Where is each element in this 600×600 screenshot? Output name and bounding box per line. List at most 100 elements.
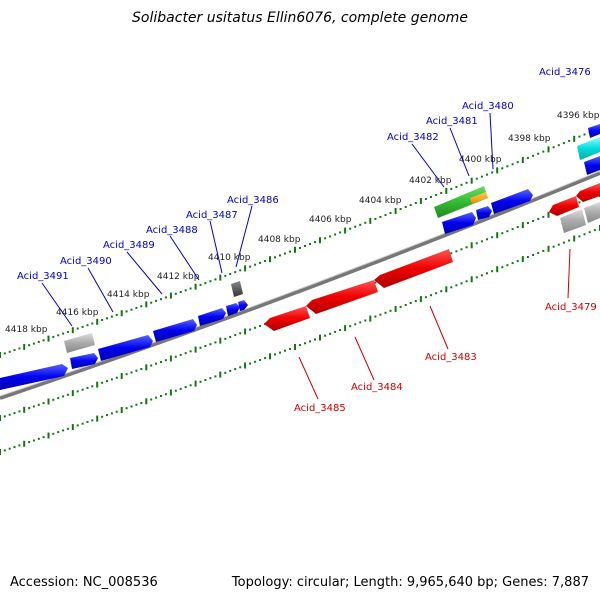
gene-acid-3479b[interactable] <box>576 183 600 202</box>
scale-dot <box>284 349 286 352</box>
scale-dot <box>374 281 377 284</box>
label-acid-3485[interactable]: Acid_3485 <box>294 403 346 414</box>
scale-dot <box>199 283 202 286</box>
leader-acid-3489 <box>126 251 163 295</box>
scale-dot <box>110 378 113 381</box>
label-acid-3486[interactable]: Acid_3486 <box>227 195 279 206</box>
scale-dot <box>409 302 412 304</box>
gene-pseudo-3479b[interactable] <box>584 202 600 223</box>
scale-dot <box>475 177 478 180</box>
scale-dot <box>57 334 60 337</box>
scale-major-tick <box>96 318 99 325</box>
scale-dot <box>8 413 11 416</box>
scale-dot <box>409 204 412 206</box>
scale-dot <box>229 369 232 372</box>
gene-acid-3481[interactable] <box>476 206 492 220</box>
scale-dot <box>399 208 402 210</box>
scale-dot <box>150 364 153 367</box>
tick-label-4404: 4404 kbp <box>359 196 402 206</box>
label-acid-3484[interactable]: Acid_3484 <box>351 382 403 393</box>
gene-acid-3490[interactable] <box>70 353 98 369</box>
gene-acid-3476-top[interactable] <box>584 156 600 175</box>
scale-dot <box>101 319 104 321</box>
scale-dot <box>135 403 138 406</box>
gene-pseudo-3490[interactable] <box>64 333 95 353</box>
scale-major-tick <box>145 364 148 371</box>
gene-acid-3482[interactable] <box>442 212 476 234</box>
scale-dot <box>430 196 432 198</box>
label-acid-3482[interactable]: Acid_3482 <box>387 132 439 143</box>
gene-acid-3484[interactable] <box>306 280 378 314</box>
gene-acid-3480[interactable] <box>491 189 533 214</box>
scale-dot <box>28 407 31 410</box>
inner-scale <box>0 191 600 421</box>
scale-dot <box>155 362 158 365</box>
gene-acid-3476[interactable] <box>577 137 600 160</box>
scale-dot <box>491 236 494 239</box>
scale-dot <box>42 339 45 342</box>
gene-acid-3486[interactable] <box>226 303 240 316</box>
gene-dark-3486[interactable] <box>231 281 243 297</box>
tick-label-4400: 4400 kbp <box>459 155 502 165</box>
scale-dot <box>234 271 237 274</box>
label-acid-3476[interactable]: Acid_3476 <box>539 67 591 78</box>
scale-dot <box>259 359 262 361</box>
tick-label-4418: 4418 kbp <box>5 325 48 335</box>
scale-dot <box>304 245 306 247</box>
label-acid-3480[interactable]: Acid_3480 <box>462 101 514 112</box>
scale-major-tick <box>269 256 271 263</box>
gene-orange-3481[interactable] <box>470 192 488 204</box>
label-acid-3490[interactable]: Acid_3490 <box>60 256 112 267</box>
gene-acid-3485[interactable] <box>264 306 310 331</box>
gene-acid-3488[interactable] <box>153 319 197 342</box>
scale-dot <box>224 371 227 374</box>
gene-pseudo-3479[interactable] <box>560 209 586 233</box>
label-acid-3487[interactable]: Acid_3487 <box>186 210 238 221</box>
scale-dot <box>578 135 581 138</box>
scale-dot <box>164 393 167 396</box>
gene-acid-3486b[interactable] <box>238 300 248 311</box>
label-acid-3481[interactable]: Acid_3481 <box>426 116 478 127</box>
scale-dot <box>189 287 192 290</box>
genome-backbone <box>0 171 600 400</box>
scale-major-tick <box>470 276 473 283</box>
tick-label-4396: 4396 kbp <box>557 111 600 121</box>
scale-dot <box>18 444 21 447</box>
gene-acid-3476-blue[interactable] <box>588 124 600 138</box>
scale-dot <box>254 263 257 266</box>
scale-dot <box>511 228 514 231</box>
leader-acid-3482 <box>411 143 445 188</box>
label-acid-3489[interactable]: Acid_3489 <box>103 240 155 251</box>
far-inner-scale <box>0 225 600 455</box>
label-acid-3491[interactable]: Acid_3491 <box>17 271 69 282</box>
scale-dot <box>450 187 453 190</box>
scale-dot <box>140 305 143 308</box>
scale-dot <box>106 414 108 417</box>
reverse-genes <box>264 183 600 331</box>
scale-dot <box>511 163 514 166</box>
scale-dot <box>42 436 45 439</box>
gene-acid-3479[interactable] <box>549 196 579 216</box>
gene-acid-3483[interactable] <box>374 249 453 288</box>
scale-dot <box>3 415 6 418</box>
scale-dot <box>8 447 11 450</box>
outer-scale <box>0 125 600 358</box>
scale-major-tick <box>369 315 372 322</box>
scale-dot <box>91 322 94 325</box>
scale-major-tick <box>294 246 296 253</box>
scale-dot <box>8 350 11 353</box>
label-acid-3479[interactable]: Acid_3479 <box>545 302 597 313</box>
scale-dot <box>593 229 596 232</box>
label-acid-3488[interactable]: Acid_3488 <box>146 225 198 236</box>
genome-summary-text: Topology: circular; Length: 9,965,640 bp… <box>231 575 589 590</box>
scale-major-tick <box>496 266 499 273</box>
gene-acid-3487[interactable] <box>198 308 226 326</box>
scale-dot <box>101 415 104 418</box>
label-acid-3483[interactable]: Acid_3483 <box>425 352 477 363</box>
scale-dot <box>155 299 158 302</box>
gene-acid-3489[interactable] <box>98 335 153 361</box>
scale-dot <box>460 282 463 285</box>
gene-rna-3482[interactable] <box>434 186 488 218</box>
gene-acid-3491[interactable] <box>0 364 68 390</box>
scale-dot <box>349 325 352 328</box>
